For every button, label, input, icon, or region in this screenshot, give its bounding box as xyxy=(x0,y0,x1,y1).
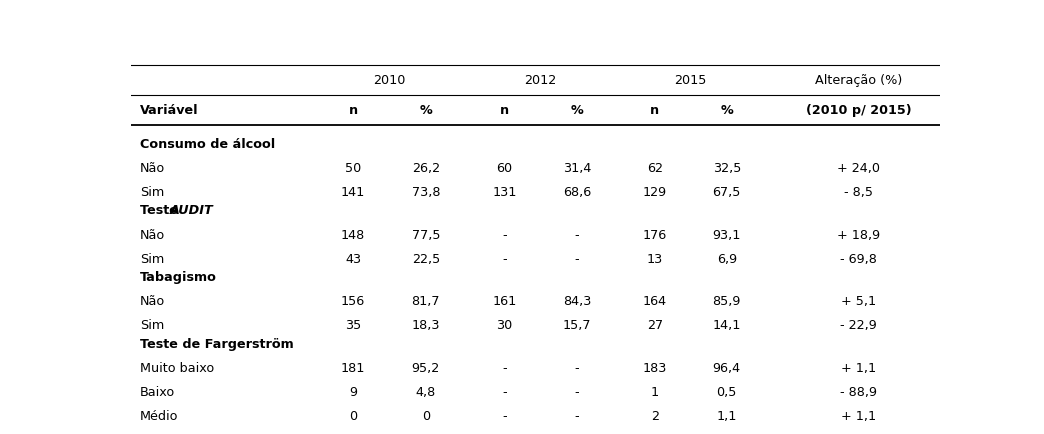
Text: Consumo de álcool: Consumo de álcool xyxy=(140,138,276,151)
Text: 73,8: 73,8 xyxy=(411,186,441,199)
Text: 0: 0 xyxy=(422,433,430,434)
Text: 18,3: 18,3 xyxy=(411,319,441,332)
Text: -: - xyxy=(502,361,506,374)
Text: %: % xyxy=(720,104,733,117)
Text: Teste de Fargerström: Teste de Fargerström xyxy=(140,337,294,350)
Text: (2010 p/ 2015): (2010 p/ 2015) xyxy=(806,104,911,117)
Text: 181: 181 xyxy=(340,361,365,374)
Text: 156: 156 xyxy=(341,295,365,308)
Text: + 5,1: + 5,1 xyxy=(841,295,876,308)
Text: 4: 4 xyxy=(650,433,659,434)
Text: -: - xyxy=(502,385,506,398)
Text: - 69,8: - 69,8 xyxy=(840,252,877,265)
Text: -: - xyxy=(575,409,579,422)
Text: 141: 141 xyxy=(341,186,365,199)
Text: 6,9: 6,9 xyxy=(717,252,737,265)
Text: 35: 35 xyxy=(345,319,361,332)
Text: 62: 62 xyxy=(647,161,663,174)
Text: - 22,9: - 22,9 xyxy=(840,319,877,332)
Text: -: - xyxy=(575,385,579,398)
Text: Médio: Médio xyxy=(140,409,179,422)
Text: + 18,9: + 18,9 xyxy=(837,228,880,241)
Text: Variável: Variável xyxy=(140,104,198,117)
Text: 81,7: 81,7 xyxy=(411,295,441,308)
Text: 43: 43 xyxy=(345,252,361,265)
Text: 67,5: 67,5 xyxy=(713,186,741,199)
Text: Elevado: Elevado xyxy=(140,433,191,434)
Text: + 1,1: + 1,1 xyxy=(841,361,876,374)
Text: + 2,1: + 2,1 xyxy=(841,433,876,434)
Text: 60: 60 xyxy=(496,161,513,174)
Text: 148: 148 xyxy=(341,228,365,241)
Text: -: - xyxy=(575,433,579,434)
Text: 2012: 2012 xyxy=(524,74,556,87)
Text: %: % xyxy=(571,104,584,117)
Text: + 24,0: + 24,0 xyxy=(837,161,880,174)
Text: -: - xyxy=(502,433,506,434)
Text: 2: 2 xyxy=(650,409,659,422)
Text: 131: 131 xyxy=(492,186,517,199)
Text: 96,4: 96,4 xyxy=(713,361,741,374)
Text: %: % xyxy=(420,104,432,117)
Text: Teste: Teste xyxy=(140,204,183,217)
Text: n: n xyxy=(500,104,508,117)
Text: -: - xyxy=(502,409,506,422)
Text: 14,1: 14,1 xyxy=(713,319,741,332)
Text: Não: Não xyxy=(140,295,165,308)
Text: 183: 183 xyxy=(643,361,667,374)
Text: 13: 13 xyxy=(646,252,663,265)
Text: n: n xyxy=(349,104,357,117)
Text: 161: 161 xyxy=(492,295,517,308)
Text: 31,4: 31,4 xyxy=(563,161,591,174)
Text: 176: 176 xyxy=(643,228,667,241)
Text: -: - xyxy=(502,228,506,241)
Text: 0: 0 xyxy=(422,409,430,422)
Text: Sim: Sim xyxy=(140,319,165,332)
Text: Alteração (%): Alteração (%) xyxy=(815,74,902,87)
Text: 9: 9 xyxy=(349,385,357,398)
Text: 164: 164 xyxy=(643,295,667,308)
Text: Sim: Sim xyxy=(140,186,165,199)
Text: Baixo: Baixo xyxy=(140,385,175,398)
Text: 93,1: 93,1 xyxy=(713,228,741,241)
Text: Tabagismo: Tabagismo xyxy=(140,270,217,283)
Text: Não: Não xyxy=(140,161,165,174)
Text: 95,2: 95,2 xyxy=(411,361,440,374)
Text: 0,5: 0,5 xyxy=(716,385,737,398)
Text: - 8,5: - 8,5 xyxy=(845,186,873,199)
Text: Sim: Sim xyxy=(140,252,165,265)
Text: 84,3: 84,3 xyxy=(563,295,591,308)
Text: 77,5: 77,5 xyxy=(411,228,441,241)
Text: 22,5: 22,5 xyxy=(411,252,440,265)
Text: 2015: 2015 xyxy=(674,74,707,87)
Text: Não: Não xyxy=(140,228,165,241)
Text: Muito baixo: Muito baixo xyxy=(140,361,214,374)
Text: 27: 27 xyxy=(646,319,663,332)
Text: -: - xyxy=(502,252,506,265)
Text: AUDIT: AUDIT xyxy=(170,204,214,217)
Text: -: - xyxy=(575,361,579,374)
Text: 30: 30 xyxy=(496,319,513,332)
Text: - 88,9: - 88,9 xyxy=(840,385,877,398)
Text: 4,8: 4,8 xyxy=(416,385,436,398)
Text: 32,5: 32,5 xyxy=(713,161,741,174)
Text: -: - xyxy=(575,252,579,265)
Text: 50: 50 xyxy=(345,161,361,174)
Text: 1: 1 xyxy=(650,385,659,398)
Text: + 1,1: + 1,1 xyxy=(841,409,876,422)
Text: n: n xyxy=(650,104,660,117)
Text: 85,9: 85,9 xyxy=(713,295,741,308)
Text: -: - xyxy=(575,228,579,241)
Text: 26,2: 26,2 xyxy=(411,161,440,174)
Text: 0: 0 xyxy=(349,409,357,422)
Text: 15,7: 15,7 xyxy=(563,319,591,332)
Text: 129: 129 xyxy=(643,186,667,199)
Text: 0: 0 xyxy=(349,433,357,434)
Text: 2,1: 2,1 xyxy=(716,433,737,434)
Text: 1,1: 1,1 xyxy=(716,409,737,422)
Text: 68,6: 68,6 xyxy=(563,186,591,199)
Text: 2010: 2010 xyxy=(373,74,406,87)
